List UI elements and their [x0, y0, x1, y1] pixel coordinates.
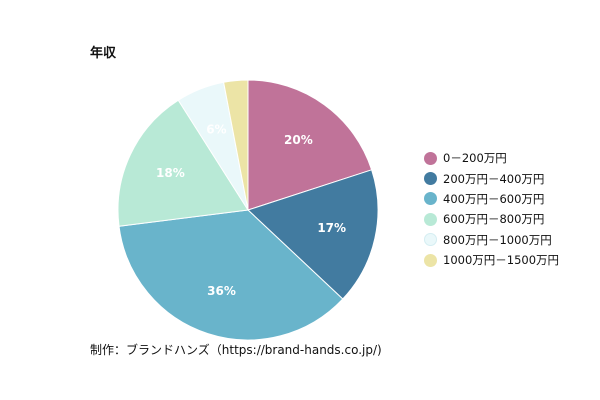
legend-swatch-icon [424, 172, 437, 186]
legend-label: 1000万円－1500万円 [443, 253, 560, 268]
pie-slice-1 [247, 79, 373, 211]
legend-item-4: 600万円－800万円 [424, 209, 559, 229]
slice-label-4: 18% [156, 166, 185, 180]
legend: 0－200万円 200万円－400万円 400万円－600万円 600万円－800万円… [424, 148, 559, 270]
legend-item-6: 1000万円－1500万円 [424, 250, 559, 270]
legend-label: 200万円－400万円 [443, 171, 545, 186]
credit-text: 制作：ブランドハンズ（https://brand-hands.co.jp/) [90, 343, 382, 357]
legend-label: 0－200万円 [443, 151, 507, 166]
slice-label-1: 20% [284, 133, 313, 147]
legend-label: 600万円－800万円 [443, 212, 545, 227]
pie-slice-2 [247, 169, 379, 300]
slice-label-3: 36% [207, 284, 236, 298]
slice-label-5: 6% [206, 123, 226, 137]
legend-swatch-icon [424, 212, 437, 226]
pie-slice-6 [223, 79, 249, 211]
legend-item-2: 200万円－400万円 [424, 168, 559, 188]
chart-title: 年収 [90, 46, 117, 61]
legend-label: 400万円－600万円 [443, 191, 545, 206]
legend-item-5: 800万円－1000万円 [424, 230, 559, 250]
legend-swatch-icon [424, 253, 437, 267]
legend-item-1: 0－200万円 [424, 148, 559, 168]
pie-slice-3 [118, 209, 344, 341]
legend-item-3: 400万円－600万円 [424, 189, 559, 209]
legend-label: 800万円－1000万円 [443, 232, 552, 247]
pie-slice-4 [117, 99, 249, 227]
slice-label-2: 17% [317, 221, 346, 235]
legend-swatch-icon [424, 233, 437, 247]
legend-swatch-icon [424, 151, 437, 165]
legend-swatch-icon [424, 192, 437, 206]
